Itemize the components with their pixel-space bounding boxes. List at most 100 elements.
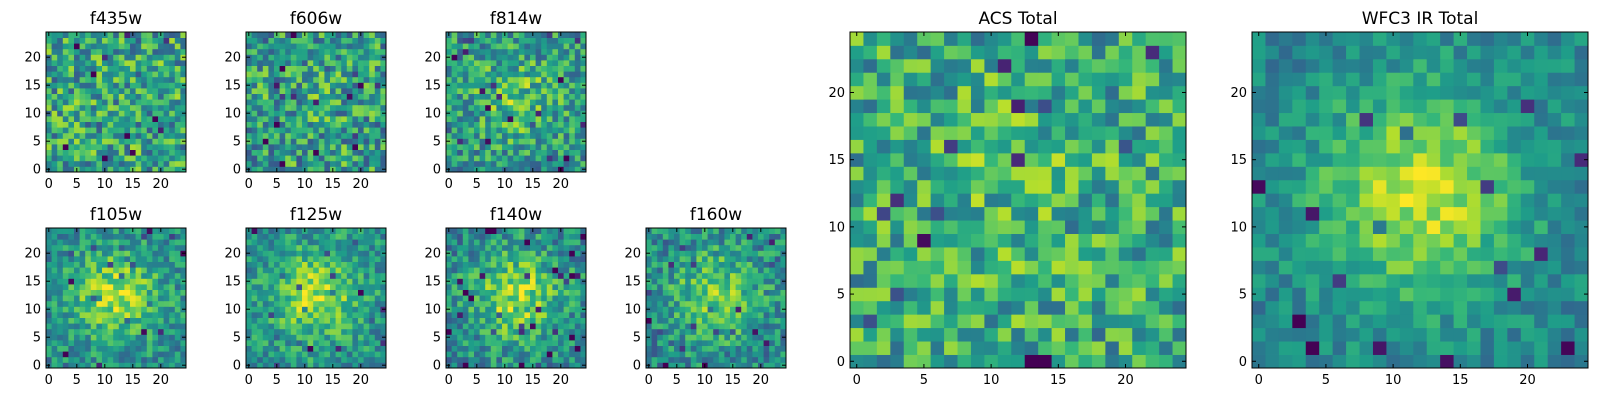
heatmap-cell	[341, 233, 348, 240]
heatmap-cell	[1172, 247, 1187, 261]
heatmap-cell	[169, 138, 176, 145]
heatmap-cell	[685, 239, 692, 246]
heatmap-cell	[268, 267, 275, 274]
heatmap-cell	[546, 295, 553, 302]
heatmap-cell	[290, 110, 297, 117]
heatmap-cell	[330, 71, 336, 78]
heatmap-cell	[330, 261, 336, 268]
heatmap-cell	[574, 43, 581, 50]
heatmap-cell	[1132, 341, 1147, 355]
heatmap-cell	[174, 362, 181, 369]
heatmap-cell	[507, 160, 514, 167]
heatmap-cell	[68, 155, 75, 162]
heatmap-cell	[62, 149, 69, 156]
heatmap-cell	[574, 272, 581, 279]
heatmap-cell	[262, 300, 269, 307]
heatmap-cell	[318, 334, 325, 341]
heatmap-cell	[158, 278, 164, 285]
heatmap-cell	[57, 328, 64, 335]
heatmap-cell	[1038, 193, 1052, 208]
heatmap-cell	[997, 220, 1012, 234]
heatmap-cell	[257, 300, 264, 307]
heatmap-cell	[302, 284, 308, 290]
heatmap-cell	[1159, 206, 1173, 221]
heatmap-cell	[352, 340, 359, 346]
heatmap-cell	[474, 76, 480, 83]
heatmap-cell	[369, 116, 376, 122]
heatmap-cell	[313, 121, 320, 128]
heatmap-cell	[530, 93, 536, 100]
heatmap-cell	[1078, 354, 1093, 369]
heatmap-cell	[518, 65, 525, 72]
heatmap-cell	[730, 323, 736, 330]
heatmap-cell	[135, 278, 142, 285]
heatmap-cell	[850, 300, 864, 315]
heatmap-cell	[984, 179, 999, 194]
heatmap-cell	[457, 155, 464, 162]
heatmap-cell	[668, 328, 675, 335]
heatmap-cell	[957, 273, 972, 288]
heatmap-cell	[180, 132, 187, 139]
heatmap-cell	[141, 250, 148, 257]
heatmap-cell	[374, 155, 381, 162]
heatmap-cell	[741, 312, 748, 318]
heatmap-cell	[135, 127, 142, 134]
heatmap-cell	[657, 272, 664, 279]
heatmap-cell	[730, 267, 736, 274]
heatmap-cell	[296, 351, 303, 358]
heatmap-cell	[302, 48, 308, 55]
heatmap-cell	[696, 340, 703, 346]
heatmap-cell	[369, 144, 376, 150]
heatmap-cell	[174, 127, 181, 134]
heatmap-cell	[141, 233, 148, 240]
heatmap-cell	[485, 127, 492, 134]
heatmap-cell	[485, 228, 492, 234]
heatmap-cell	[358, 239, 364, 246]
heatmap-cell	[346, 144, 353, 150]
heatmap-cell	[152, 37, 159, 44]
heatmap-cell	[358, 356, 364, 363]
heatmap-cell	[163, 121, 170, 128]
heatmap-cell	[85, 110, 92, 117]
heatmap-cell	[324, 37, 331, 44]
heatmap-cell	[358, 76, 364, 83]
heatmap-cell	[369, 88, 376, 94]
heatmap-cell	[1159, 314, 1173, 329]
heatmap-cell	[257, 289, 264, 296]
heatmap-cell	[318, 244, 325, 251]
heatmap-cell	[330, 127, 336, 134]
heatmap-cell	[257, 160, 264, 167]
heatmap-cell	[513, 43, 520, 50]
heatmap-cell	[279, 323, 286, 330]
heatmap-cell	[1038, 233, 1052, 248]
heatmap-cell	[180, 261, 187, 268]
heatmap-cell	[74, 300, 80, 307]
heatmap-cell	[62, 32, 69, 38]
heatmap-cell	[374, 289, 381, 296]
heatmap-cell	[90, 149, 97, 156]
heatmap-cell	[690, 295, 697, 302]
heatmap-cell	[85, 233, 92, 240]
heatmap-cell	[713, 295, 720, 302]
heatmap-cell	[558, 284, 564, 290]
heatmap-cell	[502, 306, 508, 313]
heatmap-cell	[479, 138, 486, 145]
heatmap-cell	[1172, 341, 1187, 355]
heatmap-cell	[296, 76, 303, 83]
heatmap-cell	[457, 362, 464, 369]
heatmap-cell	[51, 233, 58, 240]
heatmap-cell	[163, 328, 170, 335]
heatmap-cell	[274, 104, 280, 111]
heatmap-cell	[180, 272, 187, 279]
heatmap-cell	[569, 37, 576, 44]
heatmap-cell	[524, 82, 531, 89]
heatmap-cell	[324, 149, 331, 156]
heatmap-cell	[62, 48, 69, 55]
heatmap-cell	[746, 295, 753, 302]
heatmap-cell	[580, 261, 587, 268]
heatmap-cell	[369, 82, 376, 89]
heatmap-cell	[346, 104, 353, 111]
heatmap-cell	[730, 261, 736, 268]
heatmap-cell	[358, 99, 364, 106]
heatmap-cell	[51, 334, 58, 341]
